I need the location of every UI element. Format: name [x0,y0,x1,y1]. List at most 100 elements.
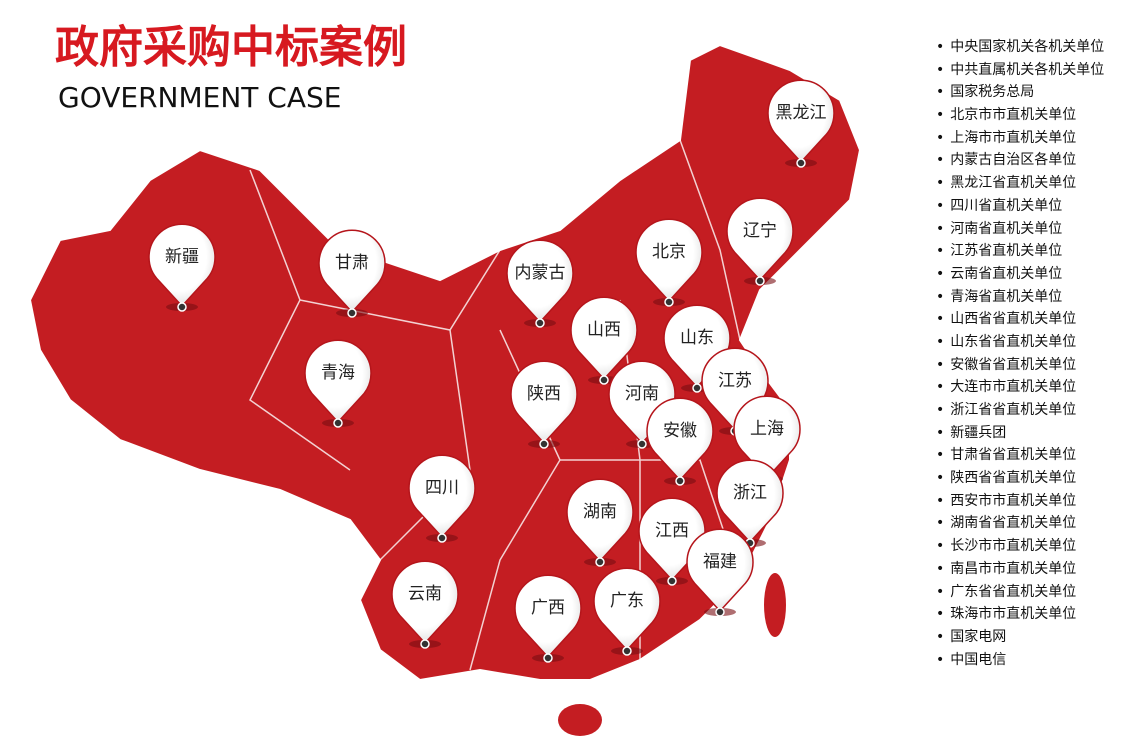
title: 政府采购中标案例 [55,22,407,73]
pin-label: 黑龙江 [776,103,827,123]
client-item: 青海省直机关单位 [936,286,1104,309]
pin-label: 陕西 [527,384,561,404]
pin-body [570,296,638,381]
pin-body [514,574,582,659]
client-item: 陕西省省直机关单位 [936,467,1104,490]
pin-label: 辽宁 [743,221,777,241]
pin-label: 广东 [610,591,644,611]
pin-dot [420,639,430,649]
client-item: 四川省直机关单位 [936,195,1104,218]
client-item: 北京市市直机关单位 [936,104,1104,127]
pin: 内蒙古 [506,239,574,328]
pin-body [726,197,794,282]
pin-label: 河南 [625,384,659,404]
pin: 广东 [593,567,661,656]
pin-body [733,395,801,480]
pin: 湖南 [566,478,634,567]
pin-body [566,478,634,563]
client-item: 湖南省省直机关单位 [936,512,1104,535]
client-item: 江苏省直机关单位 [936,240,1104,263]
pin-dot [595,557,605,567]
pin: 福建 [686,528,754,617]
client-item: 中国电信 [936,649,1104,672]
pin-body [767,79,835,164]
pin-dot [755,276,765,286]
pin-label: 江西 [655,521,689,541]
pin-label: 内蒙古 [515,263,566,283]
client-item: 内蒙古自治区各单位 [936,149,1104,172]
pin: 四川 [408,454,476,543]
client-item: 南昌市市直机关单位 [936,558,1104,581]
pin-body [635,218,703,303]
pin-body [593,567,661,652]
pin-label: 新疆 [165,247,199,267]
pin-body [686,528,754,613]
client-item: 浙江省省直机关单位 [936,399,1104,422]
pin: 安徽 [646,397,714,486]
pin-dot [675,476,685,486]
pin-dot [692,383,702,393]
pin-label: 江苏 [718,371,752,391]
pin: 青海 [304,339,372,428]
client-item: 中央国家机关各机关单位 [936,36,1104,59]
client-item: 西安市市直机关单位 [936,490,1104,513]
client-item: 中共直属机关各机关单位 [936,59,1104,82]
pin-label: 广西 [531,598,565,618]
pin-dot [333,418,343,428]
pin: 辽宁 [726,197,794,286]
pin-label: 山东 [680,328,714,348]
client-item: 国家电网 [936,626,1104,649]
pin-body [716,459,784,544]
pin-body [391,560,459,645]
pin: 云南 [391,560,459,649]
pin-dot [796,158,806,168]
pin-label: 福建 [703,552,737,572]
taiwan [764,573,786,637]
client-item: 珠海市市直机关单位 [936,603,1104,626]
client-item: 山东省省直机关单位 [936,331,1104,354]
client-item: 大连市市直机关单位 [936,376,1104,399]
pin-body [506,239,574,324]
pin-dot [715,607,725,617]
pin: 北京 [635,218,703,307]
hainan [558,704,602,736]
client-item: 河南省直机关单位 [936,218,1104,241]
client-item: 安徽省省直机关单位 [936,354,1104,377]
client-item: 国家税务总局 [936,81,1104,104]
pin-label: 甘肃 [335,253,369,273]
pin-dot [667,576,677,586]
pin-body [304,339,372,424]
client-item: 甘肃省省直机关单位 [936,444,1104,467]
pin-label: 浙江 [733,483,767,503]
pin-label: 湖南 [583,502,617,522]
pin-dot [177,302,187,312]
client-item: 新疆兵团 [936,422,1104,445]
pin-label: 北京 [652,242,686,262]
pin: 广西 [514,574,582,663]
pin: 陕西 [510,360,578,449]
pin-label: 青海 [321,363,355,383]
pin-dot [347,308,357,318]
client-item: 上海市市直机关单位 [936,127,1104,150]
client-item: 广东省省直机关单位 [936,581,1104,604]
client-item: 黑龙江省直机关单位 [936,172,1104,195]
pin-label: 上海 [750,419,784,439]
pin-dot [543,653,553,663]
pin-body [510,360,578,445]
pin-label: 安徽 [663,421,697,441]
client-item: 长沙市市直机关单位 [936,535,1104,558]
pin-dot [622,646,632,656]
pin-body [646,397,714,482]
client-list: 中央国家机关各机关单位中共直属机关各机关单位国家税务总局北京市市直机关单位上海市… [936,36,1104,671]
pin-dot [539,439,549,449]
client-item: 山西省省直机关单位 [936,308,1104,331]
pin-dot [637,439,647,449]
pin-label: 四川 [425,478,459,498]
client-item: 云南省直机关单位 [936,263,1104,286]
pin-body [148,223,216,308]
pin-body [408,454,476,539]
pin-body [318,229,386,314]
pin-dot [664,297,674,307]
